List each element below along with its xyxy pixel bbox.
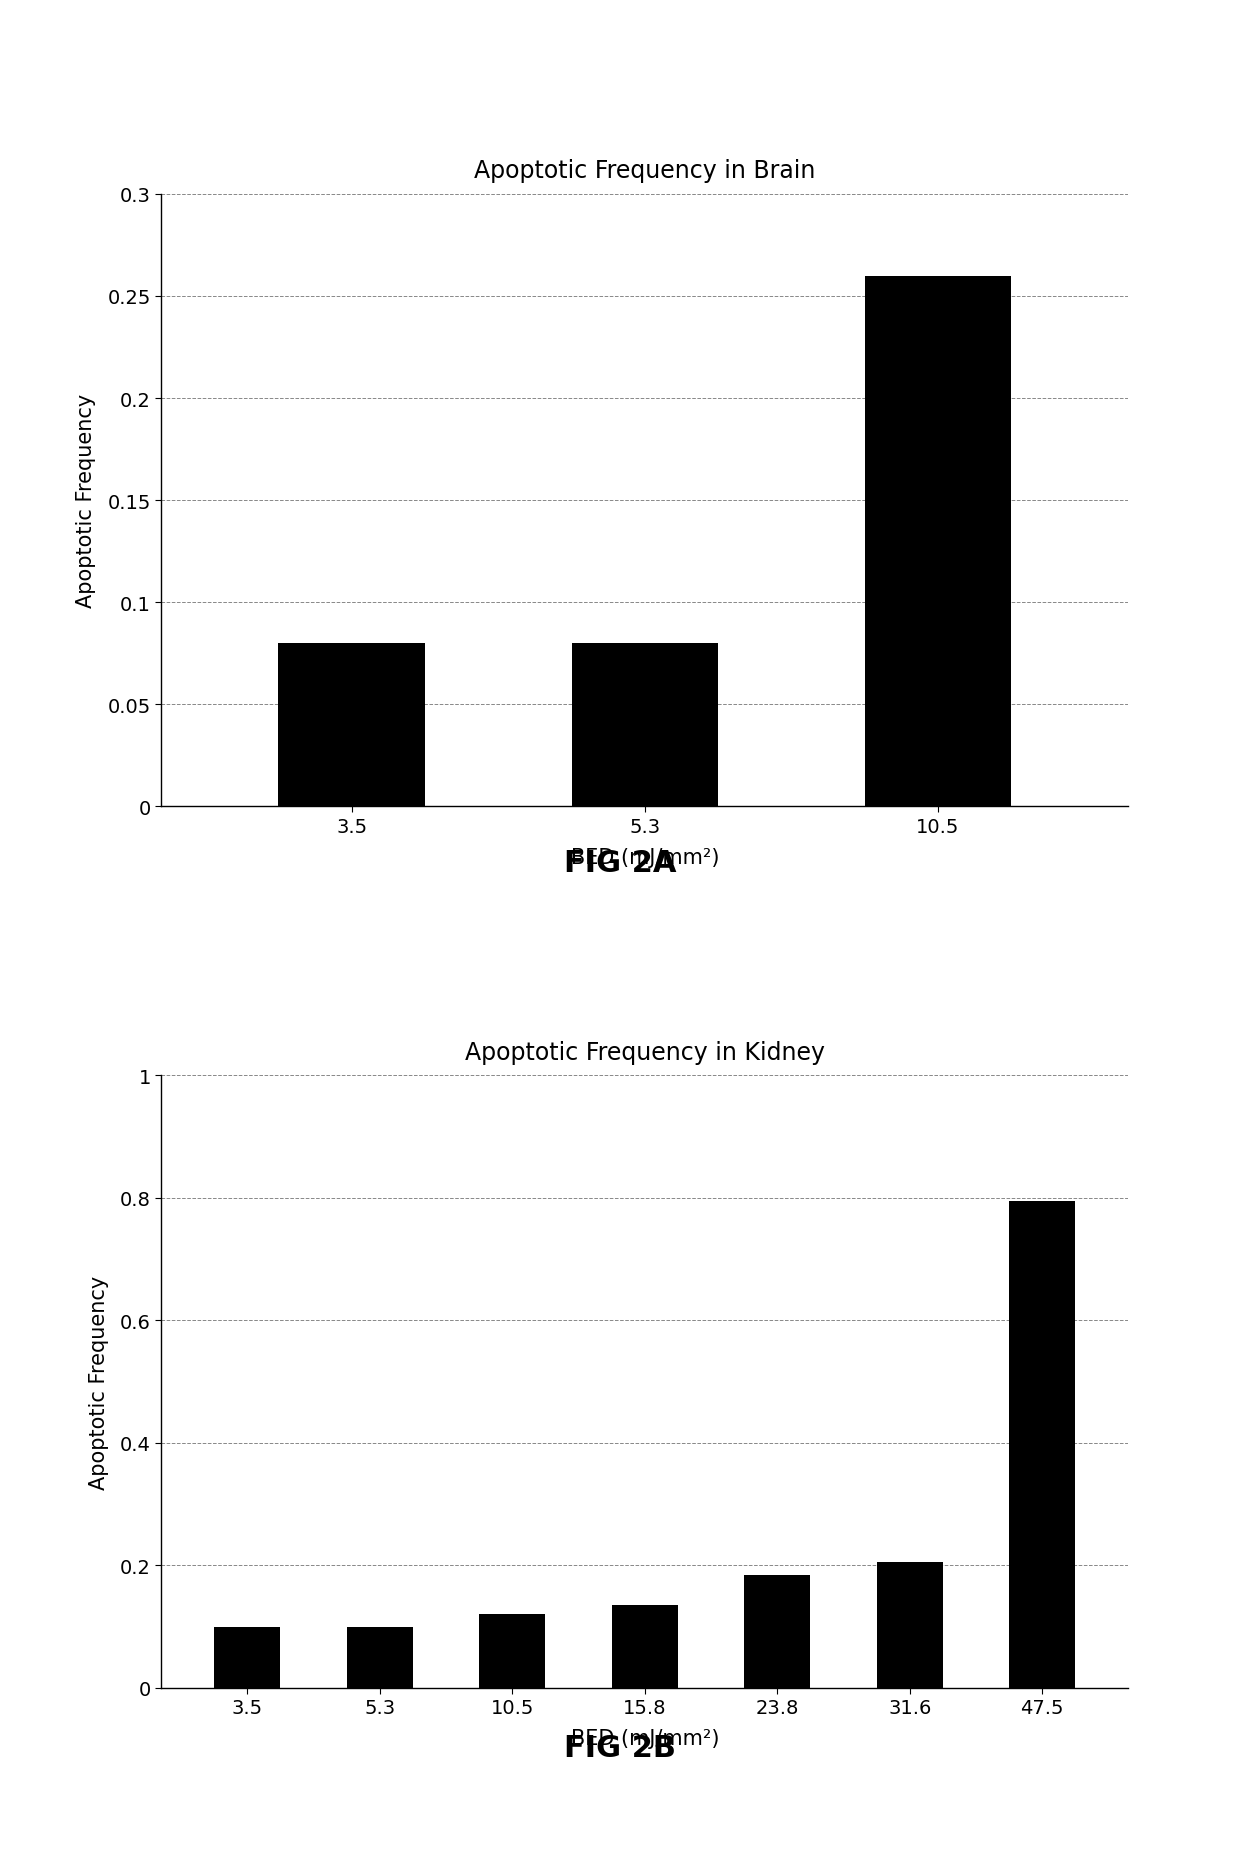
Bar (572, 644, 718, 807)
Bar (744, 1575, 811, 1688)
Text: FIG 2A: FIG 2A (564, 848, 676, 877)
Bar (864, 276, 1011, 807)
Bar (877, 1562, 942, 1688)
X-axis label: BED (mJ/mm²): BED (mJ/mm²) (570, 1729, 719, 1749)
Title: Apoptotic Frequency in Kidney: Apoptotic Frequency in Kidney (465, 1041, 825, 1065)
Y-axis label: Apoptotic Frequency: Apoptotic Frequency (89, 1274, 109, 1490)
Title: Apoptotic Frequency in Brain: Apoptotic Frequency in Brain (474, 160, 816, 184)
X-axis label: BED (mJ/mm²): BED (mJ/mm²) (570, 848, 719, 868)
Bar (347, 1627, 413, 1688)
Y-axis label: Apoptotic Frequency: Apoptotic Frequency (77, 393, 97, 608)
Bar (279, 644, 425, 807)
Bar (479, 1614, 546, 1688)
Bar (1009, 1202, 1075, 1688)
Text: FIG 2B: FIG 2B (564, 1733, 676, 1762)
Bar (611, 1605, 678, 1688)
Bar (215, 1627, 280, 1688)
